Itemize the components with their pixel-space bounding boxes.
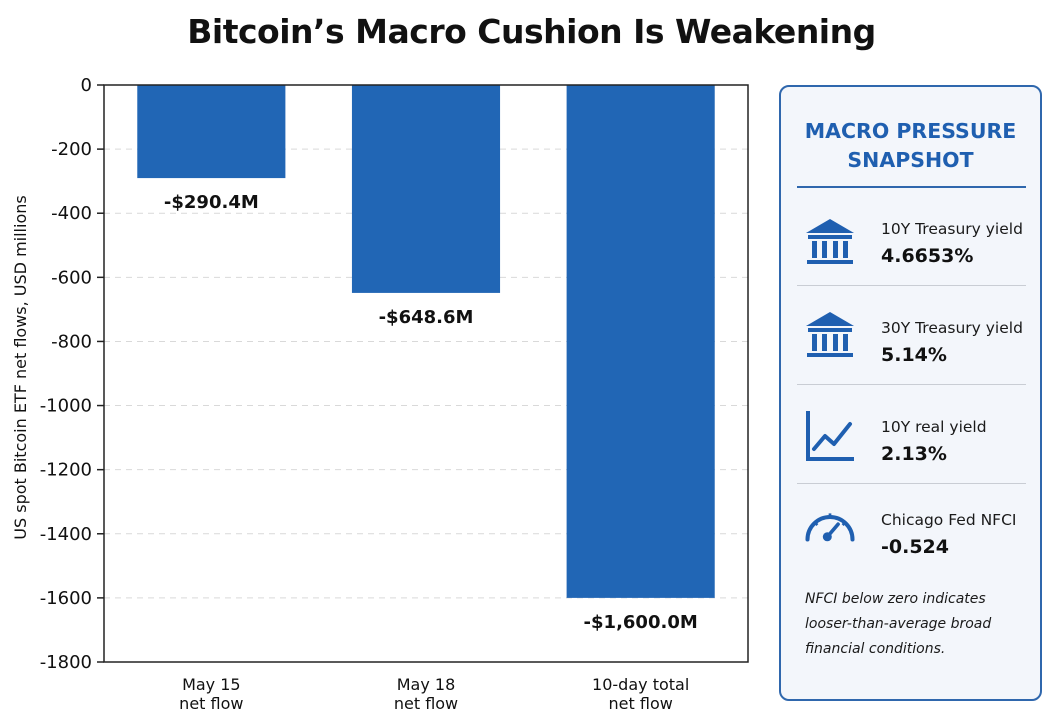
data-label: -$1,600.0M [584, 612, 698, 633]
chart-title: Bitcoin’s Macro Cushion Is Weakening [187, 12, 876, 51]
metric-30y-treasury: 30Y Treasury yield 5.14% [797, 287, 1026, 385]
x-tick-label: May 18 net flow [394, 675, 458, 713]
y-axis-ticks: 0 -200 -400 -600 -800 -1000 -1200 -1400 -1600 -18… [40, 75, 104, 673]
x-tick-label: May 15 net flow [179, 675, 243, 713]
metric-10y-treasury: 10Y Treasury yield 4.6653% [797, 188, 1026, 286]
data-labels: -$290.4M -$648.6M -$1,600.0M [164, 192, 698, 633]
y-tick-label: -600 [51, 267, 92, 288]
divider [797, 483, 1026, 484]
metric-value: 2.13% [881, 443, 947, 465]
panel-title-divider [797, 186, 1026, 188]
y-tick-label: -400 [51, 203, 92, 224]
line-chart-icon [806, 411, 854, 461]
y-tick-label: -800 [51, 331, 92, 352]
metric-label: Chicago Fed NFCI [881, 511, 1017, 529]
bank-icon [806, 312, 854, 357]
divider [797, 285, 1026, 286]
panel-title: MACRO PRESSURE SNAPSHOT [804, 119, 1017, 172]
y-tick-label: -1800 [40, 652, 92, 673]
metric-value: 5.14% [881, 344, 947, 366]
y-axis-label: US spot Bitcoin ETF net flows, USD milli… [11, 195, 30, 539]
x-tick-label: 10-day total net flow [592, 675, 689, 713]
gauge-icon [805, 513, 855, 542]
macro-snapshot-panel: MACRO PRESSURE SNAPSHOT 10Y Treasury yie… [779, 85, 1042, 701]
bars [137, 85, 715, 598]
bar-chart: 0 -200 -400 -600 -800 -1000 -1200 -1400 -1600 -18… [11, 75, 749, 713]
bar [351, 85, 501, 293]
metric-label: 30Y Treasury yield [881, 319, 1023, 337]
y-tick-label: -1600 [40, 588, 92, 609]
metric-chicago-fed-nfci: Chicago Fed NFCI -0.524 [797, 485, 1026, 583]
metric-value: 4.6653% [881, 245, 974, 267]
y-tick-label: 0 [81, 75, 92, 96]
divider [797, 384, 1026, 385]
bank-icon [806, 219, 854, 264]
data-label: -$290.4M [164, 192, 259, 213]
y-tick-label: -1400 [40, 524, 92, 545]
metric-label: 10Y real yield [881, 418, 987, 436]
bar [566, 85, 715, 598]
nfci-note: NFCI below zero indicates looser-than-av… [805, 591, 992, 657]
data-label: -$648.6M [379, 307, 474, 328]
metric-10y-real-yield: 10Y real yield 2.13% [797, 386, 1026, 484]
metric-label: 10Y Treasury yield [881, 220, 1023, 238]
y-tick-label: -200 [51, 139, 92, 160]
metric-value: -0.524 [881, 536, 949, 558]
bar [137, 85, 286, 179]
y-tick-label: -1000 [40, 396, 92, 417]
y-tick-label: -1200 [40, 460, 92, 481]
x-axis-ticks: May 15 net flow May 18 net flow 10-day total… [179, 675, 689, 713]
plot-frame [103, 84, 749, 663]
